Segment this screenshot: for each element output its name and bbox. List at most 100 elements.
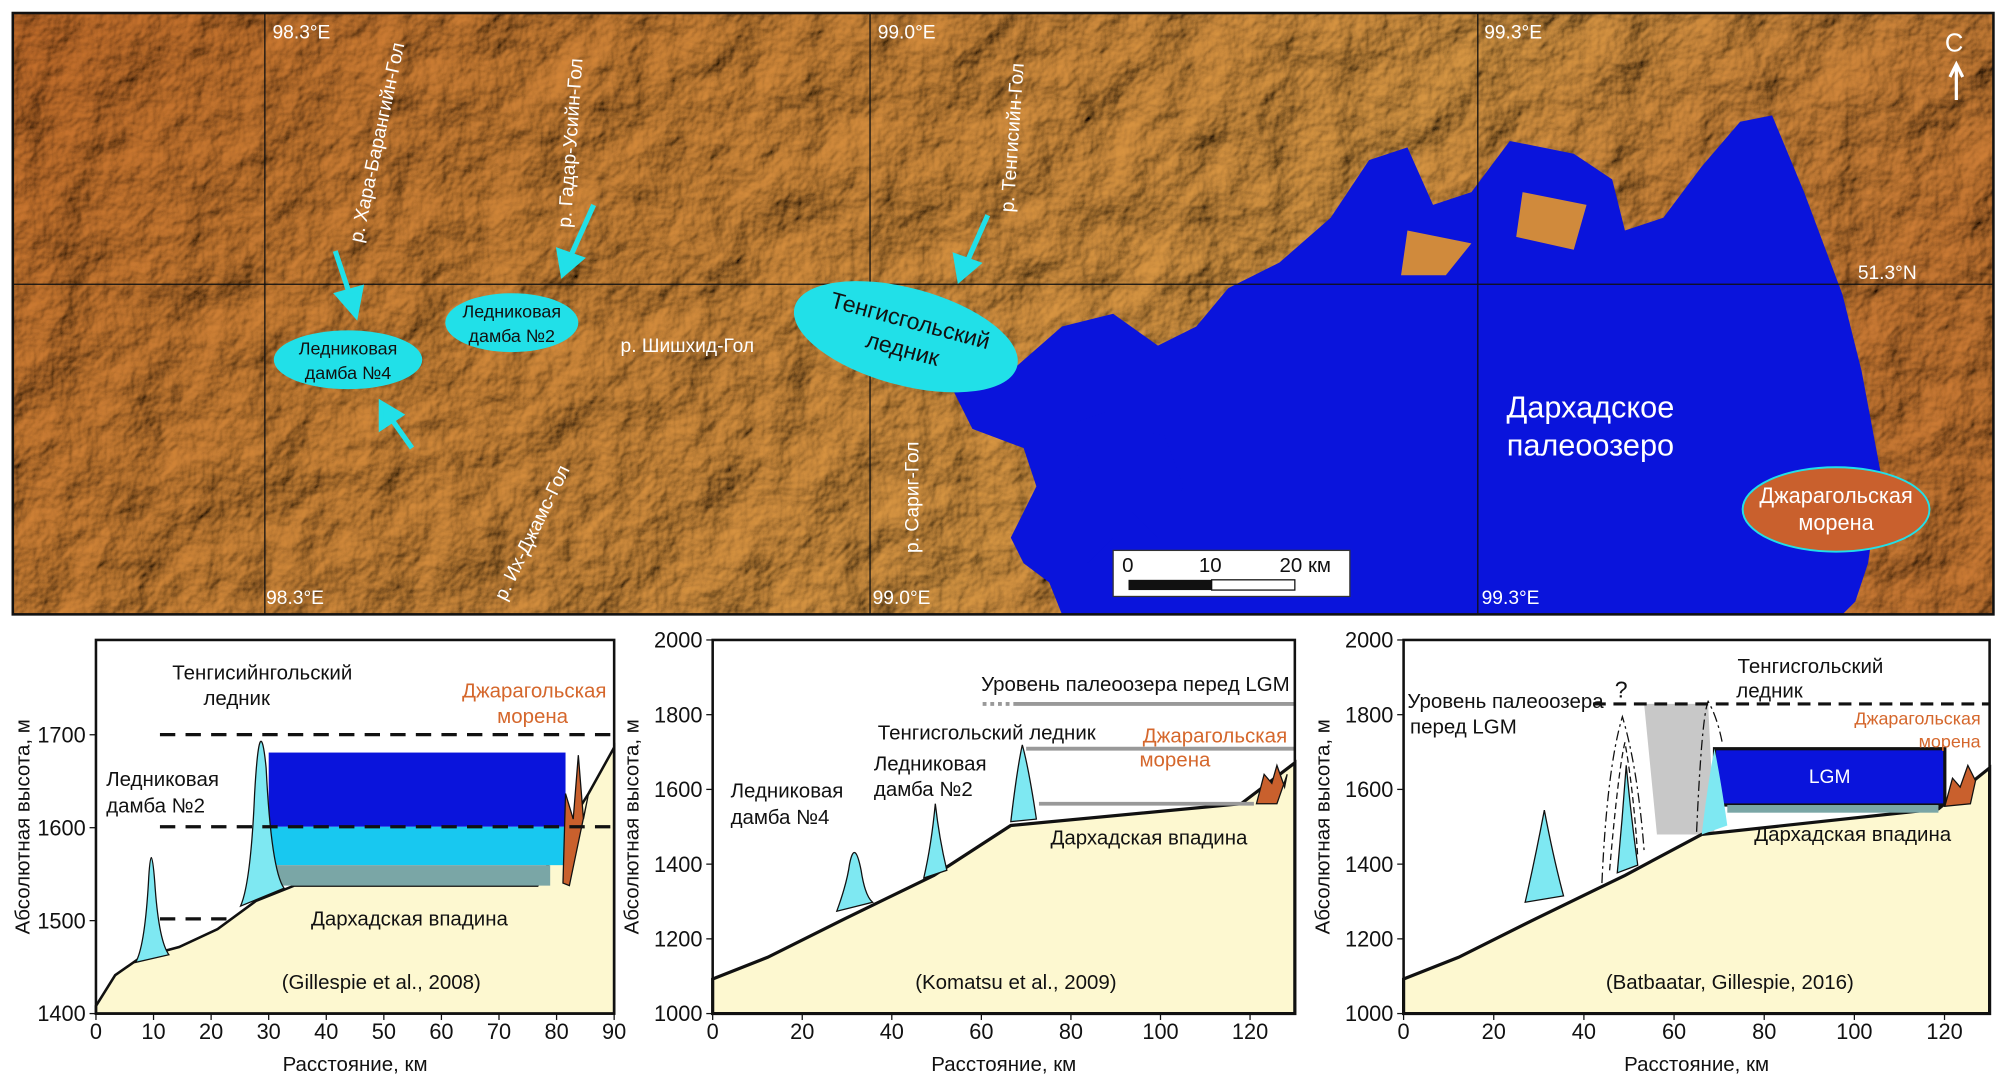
- arrow: [964, 214, 991, 263]
- x-axis-label: Расстояние, км: [283, 1053, 428, 1076]
- glacier: [793, 281, 1018, 393]
- y-axis-label: Абсолютная высота, м: [620, 719, 643, 934]
- scale-bar: [1128, 579, 1212, 591]
- lon-label: 98.3°E: [266, 588, 324, 609]
- moraine: [1255, 763, 1288, 805]
- profile-1: Тенгисийнгольский ледник Ледниковая дамб…: [94, 662, 616, 1015]
- x-tick-label: 40: [1572, 1019, 1596, 1044]
- level-lines: [159, 733, 615, 921]
- gray-zone: [1644, 703, 1715, 835]
- moraine: [1741, 466, 1931, 553]
- x-tick-label: 60: [429, 1019, 453, 1044]
- label: Джарагольская: [1854, 708, 1980, 728]
- glacier-outline: [1608, 742, 1639, 871]
- x-tick-label: 60: [1662, 1019, 1686, 1044]
- lon-label: 99.3°E: [1484, 23, 1542, 44]
- arrows: [332, 203, 991, 450]
- map: 98.3°E 99.0°E 99.3°E 98.3°E 99.0°E 99.3°…: [11, 11, 1995, 616]
- label: Дархадская впадина: [1051, 827, 1249, 850]
- y-tick-label: 1000: [654, 1001, 702, 1026]
- label: ледник: [203, 687, 271, 710]
- label: перед LGM: [1410, 715, 1517, 738]
- dam: [134, 857, 170, 964]
- label: Уровень палеоозера: [1407, 690, 1604, 713]
- label: Ледниковая: [106, 768, 219, 791]
- lake-bays: [1074, 409, 1184, 564]
- dam2: [445, 293, 579, 353]
- paleolake: [953, 115, 1881, 615]
- arrow-head: [952, 252, 983, 285]
- y-tick-label: 1800: [654, 702, 702, 727]
- moraine: [1943, 763, 1977, 808]
- y-tick-label: 1800: [1345, 702, 1393, 727]
- arrow-head: [378, 398, 406, 433]
- x-tick-label: 60: [969, 1019, 993, 1044]
- moraine-label: Джарагольская: [1759, 483, 1912, 508]
- dam2-label: Ледниковая: [462, 302, 561, 322]
- x-tick-label: 40: [314, 1019, 338, 1044]
- x-tick-label: 20: [790, 1019, 814, 1044]
- x-axis-label: Расстояние, км: [931, 1053, 1076, 1076]
- label: Тенгисийнгольский: [172, 662, 352, 685]
- label: Ледниковая: [731, 779, 844, 802]
- arrow: [568, 203, 597, 258]
- label: Джарагольская: [462, 680, 606, 703]
- label: ?: [1615, 677, 1628, 703]
- label: Дархадская впадина: [311, 907, 509, 930]
- plot-frame: [1402, 638, 1991, 1015]
- y-tick-label: 2000: [654, 628, 702, 653]
- source: (Batbaatar, Gillespie, 2016): [1606, 971, 1854, 994]
- x-tick-label: 0: [1398, 1019, 1410, 1044]
- x-tick-label: 100: [1836, 1019, 1872, 1044]
- lgm-lake: [1712, 747, 1947, 807]
- x-tick-label: 10: [141, 1019, 165, 1044]
- label: дамба №4: [731, 806, 830, 829]
- river-label: р. Сариг-Гол: [903, 442, 924, 553]
- x-tick-label: 40: [880, 1019, 904, 1044]
- y-tick-label: 1400: [37, 1001, 85, 1026]
- x-tick-label: 20: [199, 1019, 223, 1044]
- label: морена: [1919, 731, 1981, 751]
- profile-2: Уровень палеоозера перед LGM Тенгисгольс…: [711, 673, 1297, 1016]
- x-tick-label: 0: [707, 1019, 719, 1044]
- lon-label: 99.0°E: [873, 588, 931, 609]
- y-axis-label: Абсолютная высота, м: [1311, 719, 1334, 934]
- dam4-label: дамба №4: [305, 363, 392, 383]
- y-tick-label: 1600: [654, 777, 702, 802]
- x-tick-label: 20: [1482, 1019, 1506, 1044]
- x-tick-label: 100: [1142, 1019, 1178, 1044]
- y-tick-label: 1200: [654, 927, 702, 952]
- river-label: р. Шишхид-Гол: [621, 336, 754, 357]
- dam4-label: Ледниковая: [299, 339, 398, 359]
- x-tick-label: 70: [487, 1019, 511, 1044]
- x-axis-label: Расстояние, км: [1624, 1053, 1769, 1076]
- scale-label: 20 км: [1279, 554, 1330, 577]
- arrow-head: [333, 284, 365, 321]
- x-tick-label: 80: [544, 1019, 568, 1044]
- glacier: [239, 740, 286, 908]
- glacier: [1010, 744, 1038, 823]
- lake-level: [268, 752, 566, 827]
- dam: [1616, 765, 1639, 874]
- label: дамба №2: [874, 778, 973, 801]
- lake-label: палеоозеро: [1507, 428, 1674, 463]
- plot-frame: [94, 638, 616, 1015]
- label: Ледниковая: [874, 752, 987, 775]
- label: морена: [497, 705, 569, 728]
- lake-level: [275, 865, 551, 886]
- label: дамба №2: [106, 795, 205, 818]
- x-tick-label: 80: [1059, 1019, 1083, 1044]
- dam2-label: дамба №2: [469, 326, 556, 346]
- islands: [1401, 192, 1587, 276]
- label: LGM: [1809, 767, 1851, 788]
- dam4: [273, 330, 423, 390]
- y-tick-label: 2000: [1345, 628, 1393, 653]
- x-tick-label: 90: [602, 1019, 626, 1044]
- lon-label: 98.3°E: [273, 23, 331, 44]
- source: (Gillespie et al., 2008): [282, 971, 481, 994]
- y-tick-label: 1600: [37, 815, 85, 840]
- lon-label: 99.0°E: [878, 23, 936, 44]
- lake-floor: [1727, 805, 1939, 813]
- label: Дархадская впадина: [1754, 823, 1952, 846]
